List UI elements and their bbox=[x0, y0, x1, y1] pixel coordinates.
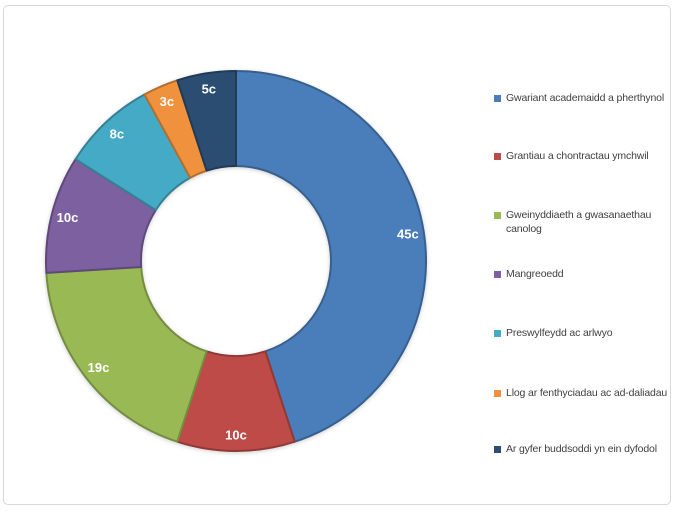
donut-chart: 45c 10c 19c 10c 8c 3c 5c bbox=[44, 70, 427, 452]
segment-value-label: 19c bbox=[88, 360, 110, 375]
segment-value-label: 45c bbox=[397, 226, 419, 241]
donut-segment-ar-gyfer-buddsoddi-yn-ein-dyfodol bbox=[176, 70, 237, 172]
segment-value-label: 5c bbox=[202, 82, 216, 97]
segment-value-label: 3c bbox=[160, 94, 174, 109]
chart-frame: 45c 10c 19c 10c 8c 3c 5c Gwariant academaidd a… bbox=[3, 5, 671, 505]
segment-value-label: 10c bbox=[57, 210, 79, 225]
donut-segment-gwariant-academaidd-a-pherthynol bbox=[235, 70, 427, 443]
segment-value-label: 10c bbox=[225, 428, 247, 443]
segment-value-label: 8c bbox=[110, 127, 124, 142]
donut-segment-gweinyddiaeth-a-gwasanaethau-canolog bbox=[45, 265, 208, 443]
